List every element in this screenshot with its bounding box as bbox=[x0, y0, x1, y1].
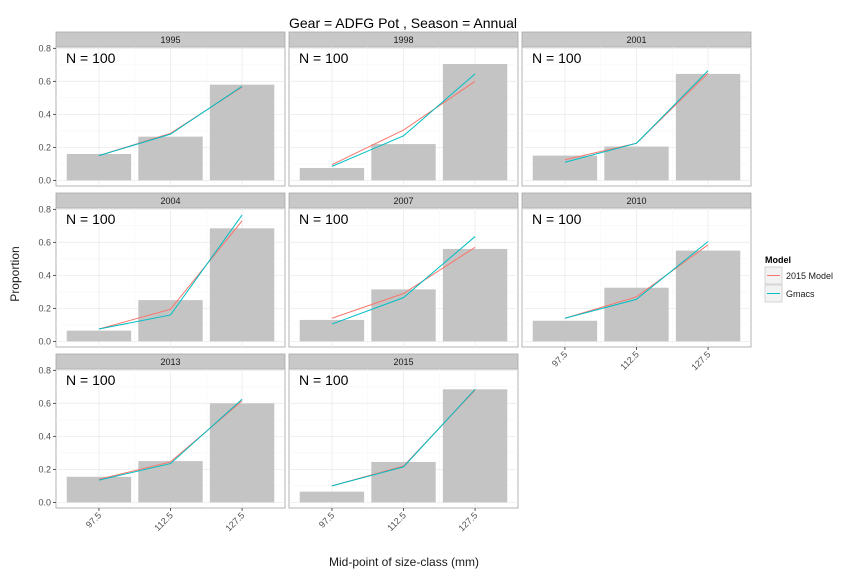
x-tick-label: 127.5 bbox=[689, 349, 712, 372]
strip-label: 2015 bbox=[393, 357, 413, 367]
n-label: N = 100 bbox=[299, 211, 349, 227]
strip-label: 2001 bbox=[626, 35, 646, 45]
x-tick-label: 97.5 bbox=[317, 510, 336, 529]
strip-label: 2010 bbox=[626, 196, 646, 206]
bar-observed-112.5 bbox=[138, 136, 203, 181]
legend-label-gmacs: Gmacs bbox=[786, 289, 815, 299]
line-2015-model bbox=[331, 246, 476, 319]
y-tick-label: 0.8 bbox=[38, 204, 51, 214]
bar-observed-97.5 bbox=[66, 476, 132, 503]
x-tick-label: 97.5 bbox=[550, 349, 569, 368]
bar-observed-127.5 bbox=[209, 84, 275, 181]
y-tick-label: 0.4 bbox=[38, 109, 51, 119]
panel-2004: 2004 N = 100 0.0 0.2 0.4 0.6 0.8 bbox=[38, 192, 286, 348]
bar-observed-97.5 bbox=[66, 153, 132, 181]
y-tick-label: 0.4 bbox=[38, 431, 51, 441]
y-tick-label: 0.2 bbox=[38, 464, 51, 474]
line-gmacs bbox=[98, 398, 243, 481]
line-gmacs bbox=[98, 214, 243, 330]
y-tick-label: 0.0 bbox=[38, 175, 51, 185]
y-tick-label: 0.2 bbox=[38, 142, 51, 152]
panel-2013: 2013 N = 100 0.0 0.2 0.4 0.6 0.8 97.5 112.5 127.5 bbox=[38, 353, 286, 533]
strip-label: 1998 bbox=[393, 35, 413, 45]
bar-observed-127.5 bbox=[209, 403, 275, 503]
panel-1998: 1998 N = 100 bbox=[288, 31, 519, 187]
chart-title: Gear = ADFG Pot , Season = Annual bbox=[289, 15, 517, 31]
line-gmacs bbox=[564, 241, 709, 319]
x-tick-label: 97.5 bbox=[84, 510, 103, 529]
panel-2010: 2010 N = 100 97.5 112.5 127.5 bbox=[521, 192, 752, 372]
n-label: N = 100 bbox=[299, 372, 349, 388]
y-tick-label: 0.8 bbox=[38, 365, 51, 375]
x-axis-title: Mid-point of size-class (mm) bbox=[329, 555, 479, 569]
x-tick-label: 112.5 bbox=[385, 510, 408, 533]
line-gmacs bbox=[564, 70, 709, 163]
y-axis-title: Proportion bbox=[8, 246, 22, 301]
x-tick-label: 127.5 bbox=[456, 510, 479, 533]
bar-observed-97.5 bbox=[532, 320, 598, 342]
bar-observed-112.5 bbox=[371, 144, 436, 181]
legend: Model 2015 Model Gmacs bbox=[764, 255, 833, 303]
n-label: N = 100 bbox=[532, 211, 582, 227]
strip-label: 2007 bbox=[393, 196, 413, 206]
line-gmacs bbox=[331, 73, 476, 167]
bar-observed-112.5 bbox=[371, 461, 436, 503]
bar-observed-112.5 bbox=[138, 300, 203, 342]
y-tick-label: 0.6 bbox=[38, 76, 51, 86]
line-gmacs bbox=[331, 388, 476, 487]
strip-label: 2013 bbox=[160, 357, 180, 367]
x-tick-label: 127.5 bbox=[223, 510, 246, 533]
panel-2015: 2015 N = 100 97.5 112.5 127.5 bbox=[288, 353, 519, 533]
legend-title: Model bbox=[765, 255, 791, 265]
y-tick-label: 0.6 bbox=[38, 398, 51, 408]
panel-2001: 2001 N = 100 bbox=[521, 31, 752, 187]
y-tick-label: 0.6 bbox=[38, 237, 51, 247]
panel-1995: 1995 N = 100 0.0 0.2 0.4 0.6 0.8 bbox=[38, 31, 286, 187]
line-gmacs bbox=[98, 85, 243, 157]
line-2015-model bbox=[98, 220, 243, 330]
line-2015-model bbox=[564, 244, 709, 319]
bar-observed-112.5 bbox=[604, 287, 669, 342]
bar-observed-97.5 bbox=[299, 168, 365, 181]
line-gmacs bbox=[331, 236, 476, 325]
x-tick-label: 112.5 bbox=[152, 510, 175, 533]
y-tick-label: 0.8 bbox=[38, 43, 51, 53]
y-tick-label: 0.4 bbox=[38, 270, 51, 280]
n-label: N = 100 bbox=[66, 211, 116, 227]
bar-observed-97.5 bbox=[66, 330, 132, 342]
n-label: N = 100 bbox=[66, 372, 116, 388]
panel-2007: 2007 N = 100 bbox=[288, 192, 519, 348]
x-tick-label: 112.5 bbox=[618, 349, 641, 372]
y-tick-label: 0.2 bbox=[38, 303, 51, 313]
bar-observed-112.5 bbox=[604, 146, 669, 181]
bar-observed-127.5 bbox=[675, 250, 741, 342]
bar-observed-127.5 bbox=[442, 64, 508, 181]
strip-label: 1995 bbox=[160, 35, 180, 45]
bar-observed-127.5 bbox=[675, 73, 741, 181]
bar-observed-127.5 bbox=[442, 389, 508, 503]
bar-observed-127.5 bbox=[209, 228, 275, 342]
bar-observed-97.5 bbox=[299, 491, 365, 503]
y-tick-label: 0.0 bbox=[38, 336, 51, 346]
n-label: N = 100 bbox=[532, 50, 582, 66]
n-label: N = 100 bbox=[299, 50, 349, 66]
n-label: N = 100 bbox=[66, 50, 116, 66]
bar-observed-112.5 bbox=[138, 461, 203, 503]
bar-observed-97.5 bbox=[299, 319, 365, 342]
bar-observed-127.5 bbox=[442, 248, 508, 342]
line-2015-model bbox=[331, 80, 476, 166]
y-tick-label: 0.0 bbox=[38, 497, 51, 507]
strip-label: 2004 bbox=[160, 196, 180, 206]
legend-label-2015-model: 2015 Model bbox=[786, 271, 833, 281]
